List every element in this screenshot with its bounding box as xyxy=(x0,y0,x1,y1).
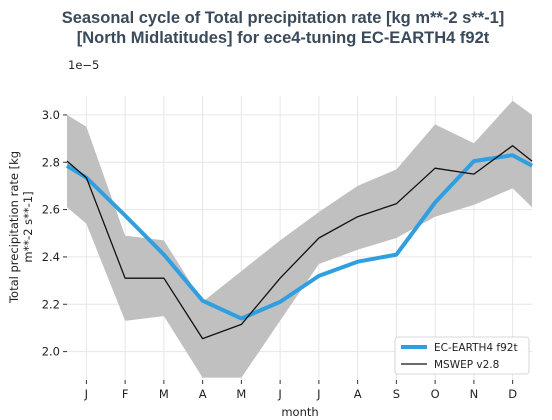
series-line-1 xyxy=(66,145,533,340)
x-tick-label: M xyxy=(159,387,169,401)
chart-title-line-1: Seasonal cycle of Total precipitation ra… xyxy=(62,9,505,27)
x-tick-label: J xyxy=(316,387,320,401)
y-tick-label: 2.6 xyxy=(42,203,60,217)
x-tick-label: M xyxy=(236,387,246,401)
spread-band-area xyxy=(67,100,532,378)
series-line-0 xyxy=(65,153,533,321)
y-axis-label-line-2: m**-2 s**-1] xyxy=(21,191,35,262)
x-tick-label: A xyxy=(354,387,362,401)
y-offset-label: 1e−5 xyxy=(68,58,99,72)
x-axis-label: month xyxy=(281,405,318,419)
y-axis-label: Total precipitation rate [kg m**-2 s**-1… xyxy=(7,151,35,304)
series-lines xyxy=(65,145,533,340)
y-tick-label: 2.4 xyxy=(42,250,60,264)
chart-title-line-2: [North Midlatitudes] for ece4-tuning EC-… xyxy=(77,29,490,47)
model-spread-band xyxy=(67,100,532,378)
x-tick-label: N xyxy=(470,387,479,401)
y-axis-label-line-1: Total precipitation rate [kg xyxy=(7,151,21,304)
legend-label-ec-earth4: EC-EARTH4 f92t xyxy=(434,342,518,354)
y-tick-label: 2.0 xyxy=(42,345,60,359)
x-tick-label: J xyxy=(84,387,88,401)
y-tick-label: 2.8 xyxy=(42,155,60,169)
x-tick-label: S xyxy=(393,387,400,401)
y-tick-label: 3.0 xyxy=(42,108,60,122)
x-tick-label: J xyxy=(277,387,281,401)
y-tick-label: 2.2 xyxy=(42,297,60,311)
x-tick-label: A xyxy=(199,387,207,401)
legend-label-mswep: MSWEP v2.8 xyxy=(434,359,499,371)
legend-frame xyxy=(394,336,530,375)
x-tick-label: F xyxy=(122,387,129,401)
x-tick-label: D xyxy=(508,387,517,401)
x-tick-label: O xyxy=(431,387,440,401)
legend: EC-EARTH4 f92t MSWEP v2.8 xyxy=(394,336,530,375)
y-axis-ticks: 2.0 2.2 2.4 2.6 2.8 3.0 xyxy=(42,108,67,359)
